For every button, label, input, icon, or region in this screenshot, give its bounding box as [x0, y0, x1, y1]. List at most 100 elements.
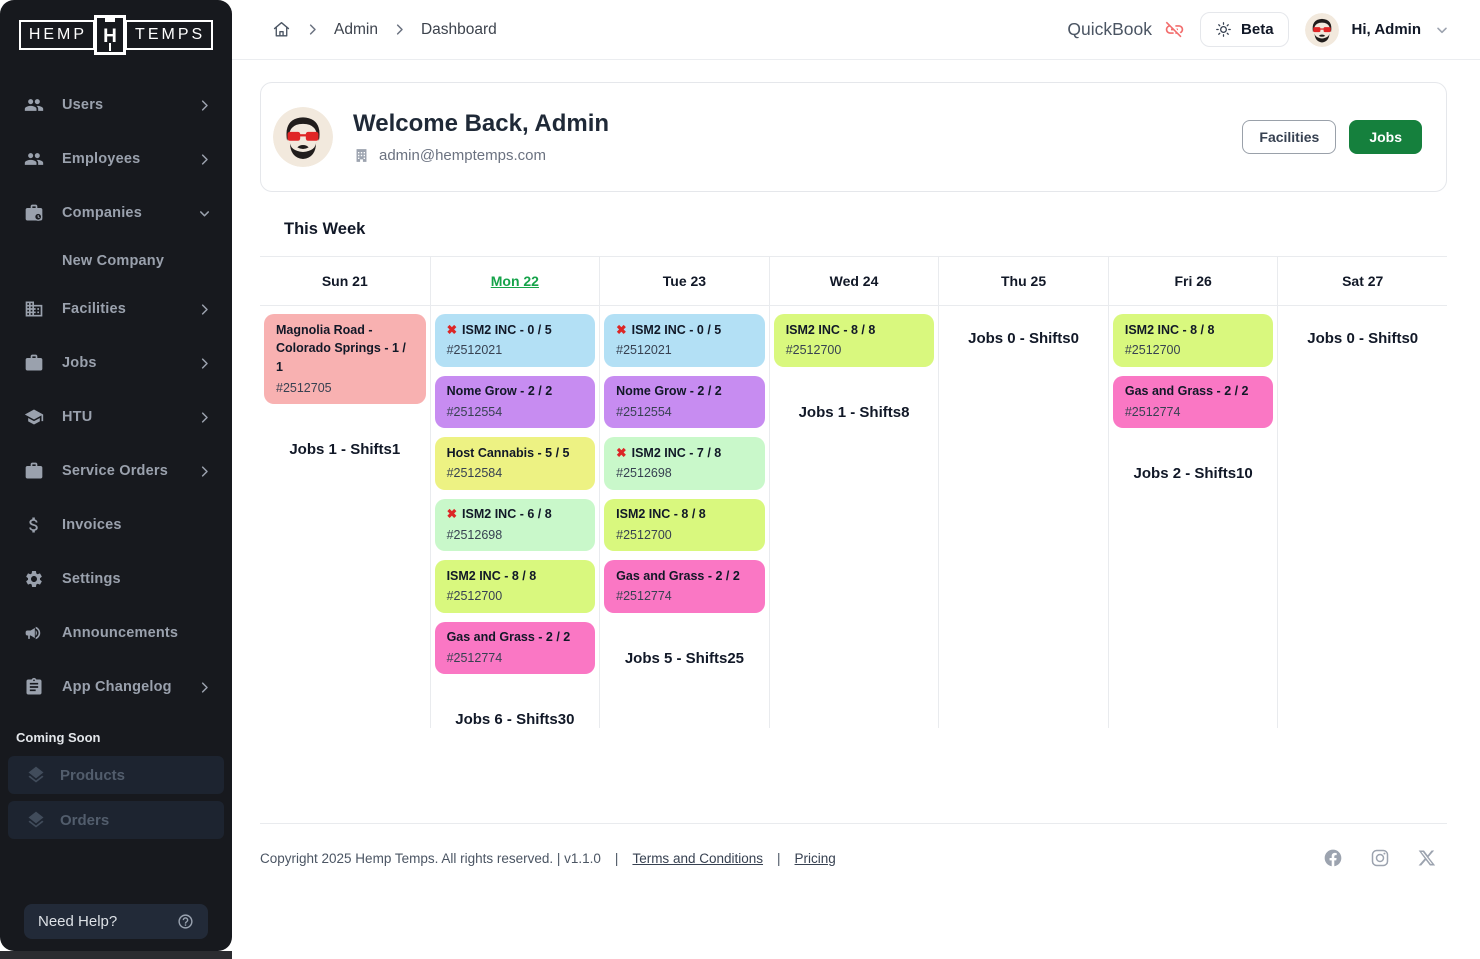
- need-help-button[interactable]: Need Help?: [24, 904, 208, 939]
- day-label[interactable]: Mon 22: [490, 273, 539, 289]
- job-id: #2512774: [1124, 404, 1181, 419]
- day-header: Sun 21: [260, 257, 430, 306]
- chevron-down-icon: [197, 206, 212, 221]
- job-title: ISM2 INC - 8 / 8: [616, 507, 706, 521]
- sidebar-item-label: HTU: [62, 409, 93, 425]
- welcome-actions: Facilities Jobs: [1242, 120, 1434, 154]
- cancelled-icon: ✖: [446, 322, 458, 337]
- breadcrumb-dashboard[interactable]: Dashboard: [420, 20, 497, 38]
- job-id: #2512700: [1124, 343, 1181, 358]
- day-body: ISM2 INC - 8 / 8 #2512700 Gas and Grass …: [1109, 306, 1278, 721]
- sidebar-item-settings[interactable]: Settings: [0, 552, 232, 606]
- sidebar-item-invoices[interactable]: Invoices: [0, 498, 232, 552]
- job-card[interactable]: ✖ ISM2 INC - 6 / 8 #2512698: [434, 498, 596, 551]
- building-icon: [353, 147, 370, 164]
- profile-menu[interactable]: Hi, Admin: [1304, 12, 1450, 47]
- x-icon[interactable]: [1417, 848, 1437, 868]
- home-icon[interactable]: [272, 20, 291, 39]
- day-label[interactable]: Wed 24: [829, 273, 879, 289]
- sidebar-item-facilities[interactable]: Facilities: [0, 282, 232, 336]
- sidebar-item-label: Service Orders: [62, 463, 168, 479]
- logo-hemp-text: HEMP: [18, 20, 96, 50]
- job-title: ISM2 INC - 8 / 8: [1124, 322, 1215, 337]
- job-id: #2512554: [616, 404, 672, 419]
- instagram-icon[interactable]: [1370, 848, 1390, 868]
- sidebar-item-users[interactable]: Users: [0, 78, 232, 132]
- welcome-card: Welcome Back, Admin admin@hemptemps.com …: [260, 82, 1447, 192]
- day-column-sun-21: Sun 21 Magnolia Road - Colorado Springs …: [260, 257, 430, 728]
- greeting-label: Hi, Admin: [1351, 21, 1421, 38]
- job-card[interactable]: ISM2 INC - 8 / 8 #2512700: [434, 560, 596, 613]
- coming-soon-item-products: Products: [8, 756, 224, 794]
- job-card[interactable]: ISM2 INC - 8 / 8 #2512700: [604, 498, 765, 551]
- terms-link[interactable]: Terms and Conditions: [632, 850, 764, 866]
- job-card[interactable]: Nome Grow - 2 / 2 #2512554: [604, 375, 765, 428]
- day-jobs-shifts-summary: Jobs 5 - Shifts25: [624, 649, 745, 667]
- sidebar-item-label: Settings: [62, 571, 121, 587]
- sidebar-item-employees[interactable]: Employees: [0, 132, 232, 186]
- sidebar-bottom-strip: [0, 951, 232, 959]
- job-card[interactable]: Gas and Grass - 2 / 2 #2512774: [434, 621, 596, 674]
- day-label[interactable]: Fri 26: [1174, 273, 1212, 289]
- facilities-button[interactable]: Facilities: [1242, 120, 1337, 154]
- job-card[interactable]: Gas and Grass - 2 / 2 #2512774: [1112, 375, 1274, 428]
- quickbook-status[interactable]: QuickBook: [1067, 19, 1185, 40]
- day-body: Magnolia Road - Colorado Springs - 1 / 1…: [260, 306, 430, 721]
- job-id: #2512698: [446, 527, 503, 542]
- job-card[interactable]: ISM2 INC - 8 / 8 #2512700: [773, 314, 935, 367]
- job-card[interactable]: ✖ ISM2 INC - 0 / 5 #2512021: [434, 314, 596, 367]
- sidebar-item-announcements[interactable]: Announcements: [0, 606, 232, 660]
- job-title: Gas and Grass - 2 / 2: [446, 630, 571, 644]
- copyright-text: Copyright 2025 Hemp Temps. All rights re…: [260, 850, 601, 866]
- employees-icon: [24, 149, 46, 169]
- sidebar-item-app-changelog[interactable]: App Changelog: [0, 660, 232, 714]
- job-card[interactable]: Magnolia Road - Colorado Springs - 1 / 1…: [264, 314, 426, 404]
- job-card[interactable]: Host Cannabis - 5 / 5 #2512584: [434, 437, 596, 490]
- day-label[interactable]: Tue 23: [662, 273, 707, 289]
- chevron-right-icon: [197, 464, 212, 479]
- coming-soon-item-label: Orders: [60, 811, 110, 829]
- day-body: ISM2 INC - 8 / 8 #2512700 Jobs 1 - Shift…: [770, 306, 939, 721]
- sidebar-item-label: Facilities: [62, 301, 127, 317]
- announcements-icon: [24, 623, 46, 643]
- sidebar-item-new-company[interactable]: New Company: [0, 240, 232, 282]
- day-header: Mon 22: [430, 257, 600, 306]
- job-card[interactable]: ✖ ISM2 INC - 7 / 8 #2512698: [604, 437, 765, 490]
- job-title: ✖ ISM2 INC - 7 / 8: [616, 445, 722, 460]
- jobs-button[interactable]: Jobs: [1349, 120, 1422, 154]
- day-jobs-shifts-summary: Jobs 0 - Shifts0: [968, 330, 1079, 347]
- sidebar-item-label: Invoices: [62, 517, 122, 533]
- job-title: ✖ ISM2 INC - 0 / 5: [446, 322, 552, 337]
- chevron-right-icon: [197, 356, 212, 371]
- coming-soon-list: Products Orders: [0, 749, 232, 839]
- sidebar-item-companies[interactable]: Companies: [0, 186, 232, 240]
- need-help-label: Need Help?: [38, 913, 118, 930]
- admin-email-row: admin@hemptemps.com: [353, 147, 609, 164]
- job-id: #2512700: [616, 527, 672, 542]
- welcome-text: Welcome Back, Admin admin@hemptemps.com: [353, 110, 609, 164]
- invoices-icon: [24, 515, 46, 535]
- sidebar-item-jobs[interactable]: Jobs: [0, 336, 232, 390]
- admin-email: admin@hemptemps.com: [379, 147, 546, 164]
- sidebar-item-service-orders[interactable]: Service Orders: [0, 444, 232, 498]
- breadcrumb-admin[interactable]: Admin: [334, 20, 378, 38]
- day-label[interactable]: Sun 21: [321, 273, 368, 289]
- beta-toggle-button[interactable]: Beta: [1200, 12, 1289, 47]
- job-title: ISM2 INC - 8 / 8: [446, 568, 537, 583]
- service-orders-icon: [24, 461, 46, 481]
- day-header: Wed 24: [769, 257, 939, 306]
- day-label[interactable]: Sat 27: [1342, 273, 1384, 289]
- day-label[interactable]: Thu 25: [1001, 273, 1047, 289]
- facebook-icon[interactable]: [1323, 848, 1343, 868]
- logo-emblem-icon: H: [94, 15, 127, 55]
- sidebar-item-htu[interactable]: HTU: [0, 390, 232, 444]
- day-column-tue-23: Tue 23 ✖ ISM2 INC - 0 / 5 #2512021 Nome G…: [599, 257, 769, 728]
- job-card[interactable]: Gas and Grass - 2 / 2 #2512774: [604, 560, 765, 613]
- job-card[interactable]: Nome Grow - 2 / 2 #2512554: [434, 375, 596, 428]
- week-grid: Sun 21 Magnolia Road - Colorado Springs …: [260, 256, 1447, 728]
- job-card[interactable]: ✖ ISM2 INC - 0 / 5 #2512021: [604, 314, 765, 367]
- layers-icon: [26, 810, 46, 830]
- job-card[interactable]: ISM2 INC - 8 / 8 #2512700: [1112, 314, 1274, 367]
- pricing-link[interactable]: Pricing: [794, 850, 836, 866]
